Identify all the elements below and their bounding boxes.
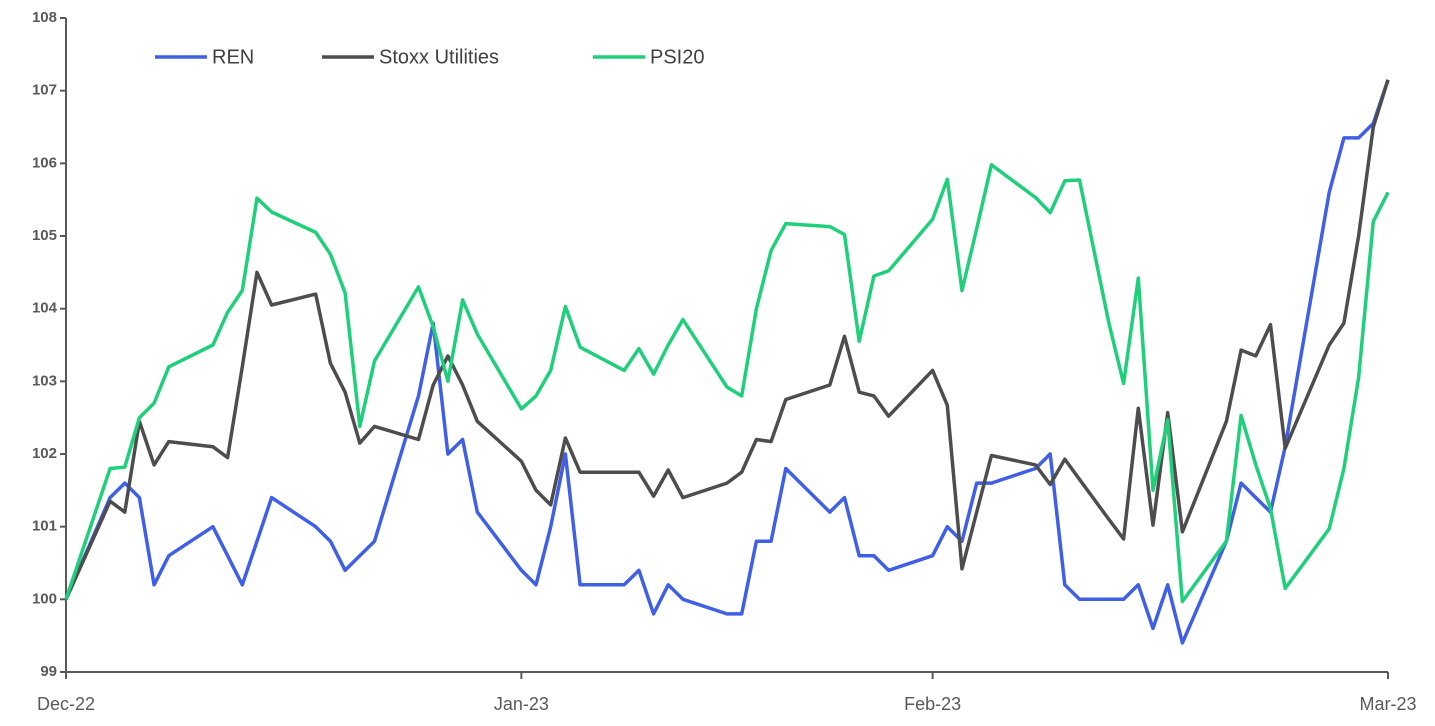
y-tick-label: 102	[32, 445, 57, 462]
x-tick-label: Mar-23	[1359, 694, 1416, 714]
y-tick-label: 106	[32, 154, 57, 171]
series-line	[64, 79, 1390, 645]
x-tick-label: Dec-22	[37, 694, 95, 714]
legend-label: PSI20	[650, 46, 704, 68]
y-tick-label: 107	[32, 82, 57, 99]
y-tick-label: 104	[32, 300, 58, 317]
series-line	[64, 163, 1390, 604]
y-tick-label: 99	[40, 663, 57, 680]
legend-label: REN	[212, 46, 254, 68]
x-tick-label: Jan-23	[494, 694, 549, 714]
x-tick-label: Feb-23	[904, 694, 961, 714]
y-tick-label: 101	[32, 518, 57, 535]
y-tick-label: 100	[32, 590, 57, 607]
legend-label: Stoxx Utilities	[379, 46, 499, 68]
y-tick-label: 105	[32, 227, 57, 244]
y-tick-label: 108	[32, 9, 57, 26]
y-tick-label: 103	[32, 372, 57, 389]
